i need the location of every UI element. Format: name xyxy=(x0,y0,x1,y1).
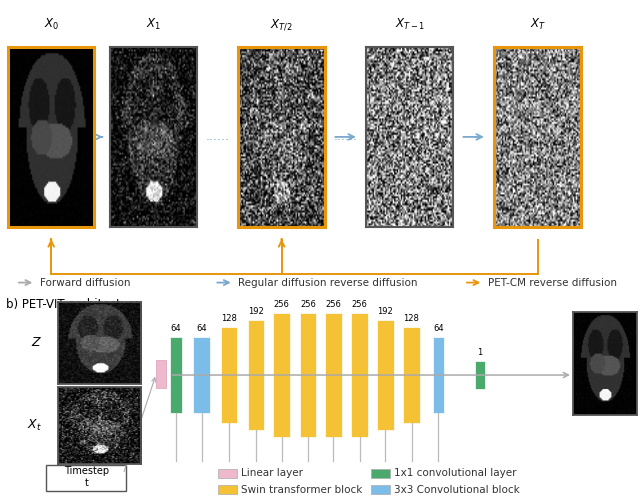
Bar xyxy=(403,327,420,423)
Text: Timestep
t: Timestep t xyxy=(64,466,109,488)
Bar xyxy=(273,313,290,437)
Bar xyxy=(475,362,485,388)
Bar xyxy=(156,360,166,388)
Text: 3x3 Convolutional block: 3x3 Convolutional block xyxy=(394,485,520,495)
Text: 128: 128 xyxy=(221,314,237,323)
Bar xyxy=(221,327,237,423)
Text: $Z$: $Z$ xyxy=(31,337,42,350)
Text: $X_{T/2}$: $X_{T/2}$ xyxy=(270,17,293,32)
FancyBboxPatch shape xyxy=(47,466,127,492)
Text: ......: ...... xyxy=(205,130,230,143)
Bar xyxy=(371,469,390,478)
Bar xyxy=(300,313,316,437)
Bar xyxy=(377,320,394,430)
Bar xyxy=(218,469,237,478)
Text: 1: 1 xyxy=(477,348,483,357)
Text: $X_t$: $X_t$ xyxy=(27,418,42,433)
Text: 64: 64 xyxy=(196,324,207,333)
Bar xyxy=(218,485,237,495)
Bar xyxy=(248,320,264,430)
Text: 64: 64 xyxy=(171,324,181,333)
Text: 128: 128 xyxy=(404,314,419,323)
Text: 192: 192 xyxy=(378,307,393,316)
Text: $X_1$: $X_1$ xyxy=(146,17,161,32)
Text: 256: 256 xyxy=(274,300,289,309)
Text: $X_0$: $X_0$ xyxy=(44,17,59,32)
Text: +: + xyxy=(93,384,105,398)
Text: $X_{T-1}$: $X_{T-1}$ xyxy=(394,17,425,32)
Text: 256: 256 xyxy=(300,300,316,309)
Bar xyxy=(371,485,390,495)
Bar xyxy=(351,313,368,437)
Bar xyxy=(170,337,182,413)
Text: $X_T$: $X_T$ xyxy=(529,17,546,32)
Text: Linear layer: Linear layer xyxy=(241,468,303,478)
Text: b) PET-VIT architecture: b) PET-VIT architecture xyxy=(6,297,141,311)
Text: ......: ...... xyxy=(333,130,358,143)
Text: 192: 192 xyxy=(248,307,264,316)
Bar xyxy=(433,337,444,413)
Text: Forward diffusion: Forward diffusion xyxy=(40,277,130,287)
Text: Swin transformer block: Swin transformer block xyxy=(241,485,362,495)
Text: PET-CM reverse diffusion: PET-CM reverse diffusion xyxy=(488,277,617,287)
Text: Regular diffusion reverse diffusion: Regular diffusion reverse diffusion xyxy=(238,277,417,287)
Bar xyxy=(193,337,210,413)
Text: 1x1 convolutional layer: 1x1 convolutional layer xyxy=(394,468,516,478)
Text: 256: 256 xyxy=(352,300,367,309)
Text: 256: 256 xyxy=(326,300,341,309)
Text: 64: 64 xyxy=(433,324,444,333)
Bar xyxy=(325,313,342,437)
